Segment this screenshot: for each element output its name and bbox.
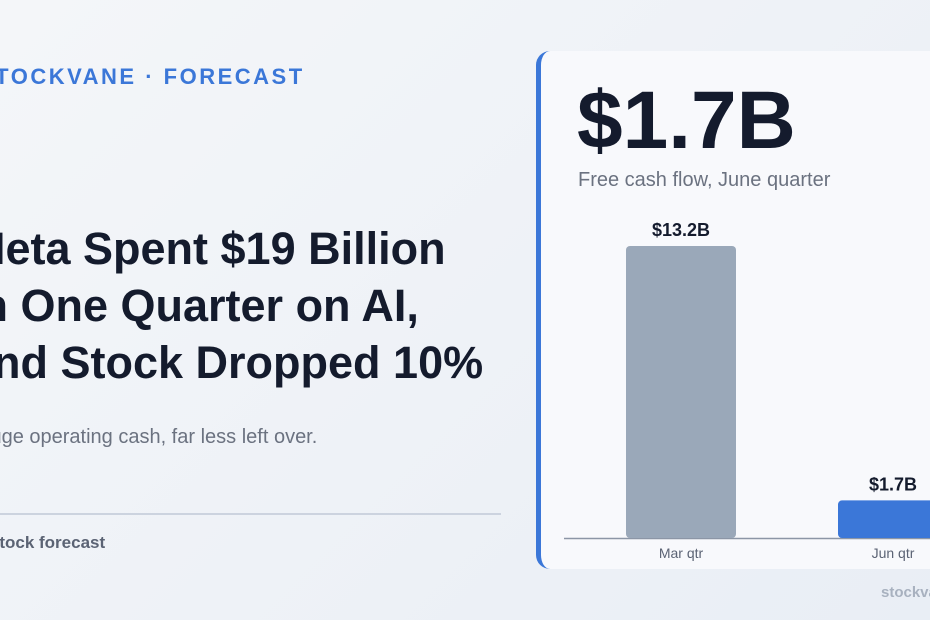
stat-card: $1.7B Free cash flow, June quarter $13.2… xyxy=(536,51,930,569)
chart-bar xyxy=(626,246,736,538)
headline-line: in One Quarter on AI, xyxy=(0,280,419,331)
chart-bar xyxy=(838,500,930,538)
stat-value: $1.7B xyxy=(577,75,796,166)
subtitle: Huge operating cash, far less left over. xyxy=(0,426,318,448)
divider xyxy=(0,513,501,515)
chart-data-label: $13.2B xyxy=(652,220,710,240)
headline: Meta Spent $19 Billion in One Quarter on… xyxy=(0,220,483,391)
footer-label: Stock forecast xyxy=(0,533,106,552)
chart-tick-label: Jun qtr xyxy=(872,545,915,561)
headline-line: and Stock Dropped 10% xyxy=(0,337,484,388)
chart-tick-label: Mar qtr xyxy=(659,545,704,561)
headline-line: Meta Spent $19 Billion xyxy=(0,223,446,274)
chart-data-label: $1.7B xyxy=(869,474,917,494)
brand-eyebrow: STOCKVANE · FORECAST xyxy=(0,64,305,89)
watermark: stockvane xyxy=(881,584,930,601)
stat-caption: Free cash flow, June quarter xyxy=(578,169,831,191)
bar-chart: $13.2B Mar qtr $1.7B Jun qtr xyxy=(564,220,930,561)
